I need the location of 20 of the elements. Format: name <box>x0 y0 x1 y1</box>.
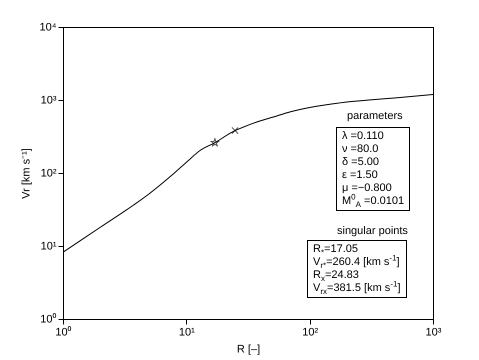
x-tick-label: 10³ <box>426 326 442 338</box>
y-tick-label: 10⁴ <box>40 22 57 34</box>
y-axis-title: Vr [km s⁻¹] <box>20 148 33 199</box>
y-tick-label: 10⁰ <box>40 312 56 326</box>
annotation: R$_{x}$=24.83 <box>313 269 359 284</box>
annotation: M$^{0}$$_{A}$ =0.0101 <box>342 192 404 210</box>
y-tick-label: 10¹ <box>40 240 57 252</box>
annotation: parameters <box>347 110 403 123</box>
annotation: μ =−0.800 <box>342 182 392 194</box>
annotation: singular points <box>337 225 408 238</box>
annotation: δ =5.00 <box>342 156 380 168</box>
x-axis-title: R [–] <box>236 344 260 356</box>
annotation: ε =1.50 <box>342 169 378 181</box>
x-tick-label: 10¹ <box>178 326 196 338</box>
annotation: ν =80.0 <box>342 143 378 155</box>
y-tick-label: 10² <box>40 168 57 180</box>
x-tick-label: 10² <box>302 326 318 338</box>
y-tick-label: 10³ <box>40 94 57 106</box>
x-tick-label: 10⁰ <box>55 326 72 338</box>
annotation: λ =0.110 <box>342 130 384 142</box>
